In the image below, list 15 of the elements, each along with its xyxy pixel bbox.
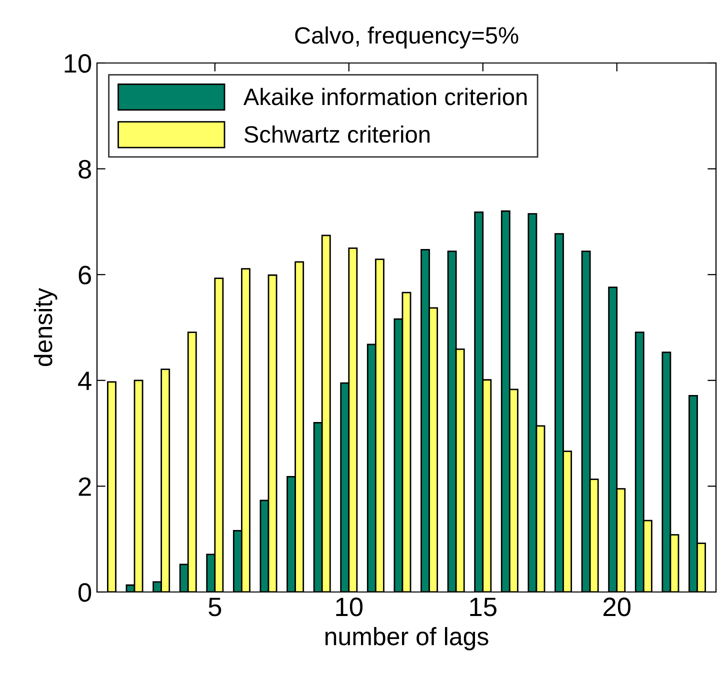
legend-label: Akaike information criterion	[243, 88, 527, 106]
y-tick-label: 6	[78, 266, 91, 284]
y-tick-label: 8	[78, 160, 91, 179]
y-tick-label: 0	[78, 583, 92, 602]
x-tick-label: 10	[336, 598, 363, 616]
x-tick-label: 5	[208, 598, 222, 616]
y-axis-title: density	[34, 288, 58, 366]
y-tick-label: 2	[78, 477, 91, 496]
x-axis-title: number of lags	[325, 627, 488, 650]
x-tick-label: 15	[470, 598, 496, 616]
y-tick-label: 4	[78, 372, 92, 390]
y-tick-label: 10	[64, 54, 92, 73]
x-tick-label: 20	[604, 598, 630, 616]
chart-title: Calvo, frequency=5%	[295, 26, 518, 48]
legend-label: Schwartz criterion	[244, 125, 430, 143]
